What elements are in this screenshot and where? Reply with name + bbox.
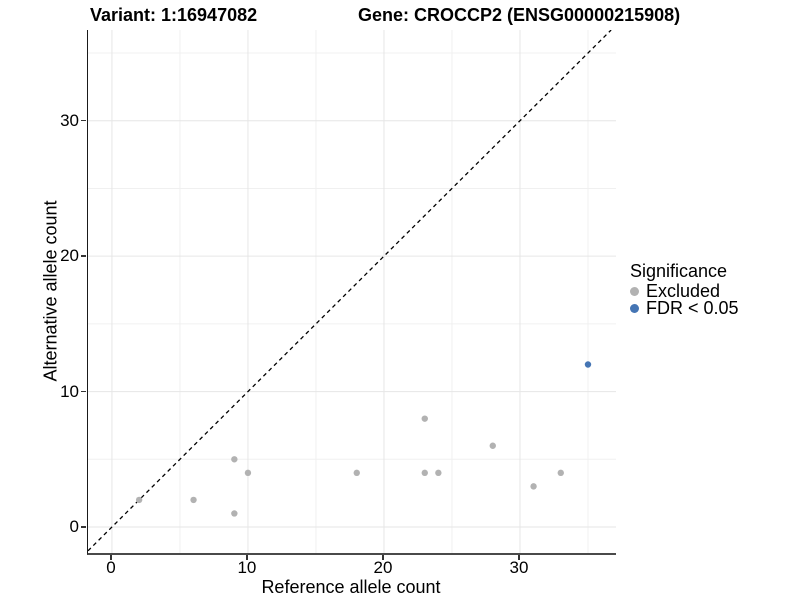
data-point-excluded bbox=[557, 469, 564, 477]
x-tick-label: 10 bbox=[237, 558, 257, 577]
data-point-excluded bbox=[244, 469, 252, 477]
plot-panel bbox=[87, 30, 616, 555]
x-tick-label: 30 bbox=[509, 558, 529, 577]
data-point-excluded bbox=[135, 496, 143, 504]
legend-item-excluded: Excluded bbox=[630, 281, 798, 301]
x-axis-tick-mark bbox=[518, 555, 520, 560]
y-axis-tick-mark bbox=[81, 390, 86, 393]
x-axis-title: Reference allele count bbox=[261, 577, 441, 597]
data-point-excluded bbox=[353, 469, 360, 477]
y-tick-label: 30 bbox=[60, 110, 79, 130]
y-tick-label: 0 bbox=[69, 516, 79, 536]
data-point-excluded bbox=[421, 469, 428, 477]
y-axis-title: Alternative allele count bbox=[40, 200, 61, 382]
x-tick-label: 0 bbox=[106, 558, 116, 577]
y-axis-tick-mark bbox=[81, 526, 86, 528]
plot-area-svg bbox=[88, 30, 616, 553]
legend-title: Significance bbox=[630, 261, 728, 281]
data-point-excluded bbox=[231, 456, 238, 463]
data-point-excluded bbox=[530, 483, 537, 490]
data-point-excluded bbox=[231, 510, 238, 517]
y-axis-tick-mark bbox=[81, 119, 86, 122]
data-point-excluded bbox=[435, 469, 442, 477]
x-axis-tick-mark bbox=[246, 555, 248, 560]
legend-item-fdr: FDR < 0.05 bbox=[630, 298, 798, 318]
data-point-excluded bbox=[489, 442, 496, 449]
x-axis-tick-mark bbox=[110, 555, 112, 560]
data-point-fdr bbox=[584, 361, 592, 368]
y-tick-label: 20 bbox=[60, 246, 79, 266]
x-tick-label: 20 bbox=[373, 558, 393, 577]
legend: Significance Excluded FDR < 0.05 bbox=[630, 260, 798, 318]
identity-line bbox=[88, 30, 612, 552]
legend-label-excluded: Excluded bbox=[646, 281, 721, 301]
legend-key-excluded-dot-icon bbox=[630, 287, 639, 296]
y-axis-tick-mark bbox=[81, 255, 86, 257]
data-point-excluded bbox=[190, 496, 197, 504]
plot-title-gene: Gene: CROCCP2 (ENSG00000215908) bbox=[358, 5, 681, 25]
legend-key-fdr-dot-icon bbox=[630, 304, 639, 313]
legend-label-fdr: FDR < 0.05 bbox=[646, 298, 739, 318]
data-point-excluded bbox=[421, 415, 428, 422]
y-tick-label: 10 bbox=[60, 381, 79, 401]
x-axis-tick-mark bbox=[382, 555, 384, 560]
plot-title-variant: Variant: 1:16947082 bbox=[90, 5, 258, 25]
